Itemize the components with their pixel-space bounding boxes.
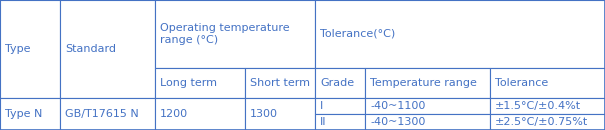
Text: 1300: 1300 bbox=[250, 109, 278, 119]
Bar bbox=[60, 98, 155, 130]
Bar bbox=[155, 68, 245, 98]
Bar bbox=[315, 68, 365, 98]
Bar bbox=[365, 114, 490, 130]
Text: Type: Type bbox=[5, 44, 30, 54]
Bar bbox=[155, 98, 245, 130]
Text: 1200: 1200 bbox=[160, 109, 188, 119]
Bar bbox=[155, 0, 315, 68]
Bar bbox=[60, 0, 155, 98]
Bar bbox=[245, 98, 315, 130]
Text: Temperature range: Temperature range bbox=[370, 78, 477, 88]
Text: ±1.5°C/±0.4%t: ±1.5°C/±0.4%t bbox=[495, 101, 581, 111]
Text: GB/T17615 N: GB/T17615 N bbox=[65, 109, 139, 119]
Bar bbox=[315, 98, 365, 114]
Text: -40~1300: -40~1300 bbox=[370, 117, 425, 127]
Bar bbox=[490, 98, 605, 114]
Text: Tolerance(°C): Tolerance(°C) bbox=[320, 29, 395, 39]
Text: Tolerance: Tolerance bbox=[495, 78, 548, 88]
Bar bbox=[0, 0, 60, 98]
Text: Grade: Grade bbox=[320, 78, 354, 88]
Text: I: I bbox=[320, 101, 323, 111]
Bar bbox=[315, 114, 365, 130]
Bar bbox=[490, 114, 605, 130]
Text: -40~1100: -40~1100 bbox=[370, 101, 425, 111]
Bar bbox=[0, 98, 60, 130]
Bar bbox=[245, 68, 315, 98]
Bar bbox=[490, 68, 605, 98]
Text: Short term: Short term bbox=[250, 78, 310, 88]
Bar bbox=[365, 68, 490, 98]
Bar bbox=[365, 98, 490, 114]
Text: Standard: Standard bbox=[65, 44, 116, 54]
Text: Type N: Type N bbox=[5, 109, 42, 119]
Bar bbox=[315, 0, 605, 68]
Text: Operating temperature
range (°C): Operating temperature range (°C) bbox=[160, 23, 290, 45]
Text: ±2.5°C/±0.75%t: ±2.5°C/±0.75%t bbox=[495, 117, 588, 127]
Text: II: II bbox=[320, 117, 327, 127]
Text: Long term: Long term bbox=[160, 78, 217, 88]
